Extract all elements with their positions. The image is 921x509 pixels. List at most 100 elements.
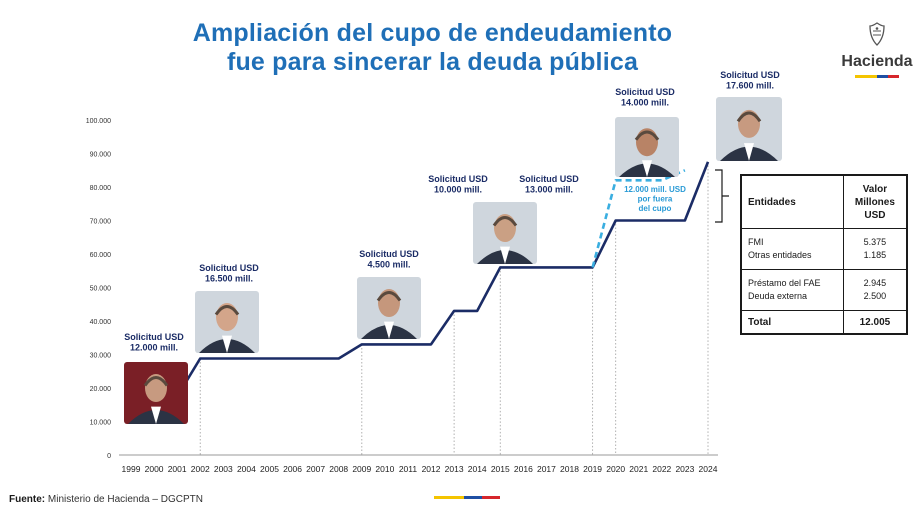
- portrait-hair: [214, 305, 240, 316]
- x-tick-label: 2016: [514, 464, 533, 474]
- page-title: Ampliación del cupo de endeudamiento fue…: [0, 19, 865, 77]
- table-header-value: Valor Millones USD: [842, 174, 908, 229]
- portrait-collar: [384, 321, 394, 339]
- hacienda-logo: Hacienda: [838, 22, 916, 78]
- portrait-hair: [143, 376, 169, 387]
- annotation-label: 16.500 mill.: [205, 274, 253, 284]
- entities-table: Entidades Valor Millones USD FMI Otras e…: [740, 174, 908, 335]
- portrait-collar: [500, 246, 510, 264]
- table-header-value-line: USD: [864, 209, 886, 221]
- title-line-1: Ampliación del cupo de endeudamiento: [192, 19, 673, 47]
- x-tick-label: 2024: [699, 464, 718, 474]
- table-header-value-line: Valor: [862, 183, 888, 195]
- table-label: Deuda externa: [748, 291, 808, 301]
- x-tick-label: 2013: [445, 464, 464, 474]
- x-tick-label: 2001: [168, 464, 187, 474]
- x-tick-label: 2020: [606, 464, 625, 474]
- annotation-label: Solicitud USD: [615, 87, 675, 97]
- y-tick-label: 20.000: [90, 386, 112, 393]
- x-tick-label: 2015: [491, 464, 510, 474]
- table-value: 1.185: [863, 250, 887, 260]
- logo-stripe-yellow: [855, 75, 877, 78]
- table-bracket: [715, 169, 729, 223]
- table-label: FMI: [748, 237, 764, 247]
- x-tick-label: 2022: [652, 464, 671, 474]
- portrait-hair: [376, 291, 402, 302]
- table-cell-labels: FMI Otras entidades: [740, 228, 844, 270]
- table-cell-values: 2.945 2.500: [842, 269, 908, 311]
- table-value: 5.375: [863, 237, 887, 247]
- footer-stripe-yellow: [434, 496, 464, 499]
- logo-stripe: [838, 75, 916, 78]
- x-tick-label: 2006: [283, 464, 302, 474]
- logo-stripe-red: [888, 75, 899, 78]
- dashed-note-text: del cupo: [639, 204, 672, 213]
- annotation-label: 14.000 mill.: [621, 98, 669, 108]
- annotation-label: 10.000 mill.: [434, 185, 482, 195]
- table-header-row: Entidades Valor Millones USD: [740, 174, 908, 229]
- portrait-collar: [642, 160, 652, 177]
- y-tick-label: 90.000: [90, 152, 112, 159]
- x-tick-label: 2019: [583, 464, 602, 474]
- y-tick-label: 0: [107, 453, 111, 460]
- x-tick-label: 2017: [537, 464, 556, 474]
- y-tick-label: 80.000: [90, 185, 112, 192]
- debt-series-line: [130, 161, 710, 423]
- y-tick-label: 60.000: [90, 252, 112, 259]
- x-tick-label: 2002: [191, 464, 210, 474]
- source-note: Fuente: Ministerio de Hacienda – DGCPTN: [9, 494, 203, 505]
- y-tick-label: 70.000: [90, 219, 112, 226]
- table-value: 2.500: [863, 291, 887, 301]
- y-tick-label: 40.000: [90, 319, 112, 326]
- table-total-value: 12.005: [842, 310, 908, 335]
- table-total-row: Total 12.005: [740, 310, 908, 335]
- off-quota-dashed-line: [591, 169, 686, 268]
- x-tick-label: 2008: [329, 464, 348, 474]
- table-row: Préstamo del FAE Deuda externa 2.945 2.5…: [740, 269, 908, 311]
- title-line-2: fue para sincerar la deuda pública: [226, 48, 639, 76]
- annotation-label: 17.600 mill.: [726, 81, 774, 91]
- x-tick-label: 2011: [399, 464, 418, 474]
- x-tick-label: 2009: [352, 464, 371, 474]
- x-tick-label: 2000: [145, 464, 164, 474]
- footer-stripe-red: [482, 496, 500, 499]
- x-tick-label: 2023: [675, 464, 694, 474]
- portrait-hair: [634, 130, 660, 141]
- portrait-hair: [492, 216, 518, 227]
- table-cell-labels: Préstamo del FAE Deuda externa: [740, 269, 844, 311]
- annotation-label: Solicitud USD: [124, 332, 184, 342]
- table-label: Otras entidades: [748, 250, 812, 260]
- x-tick-label: 2010: [375, 464, 394, 474]
- annotation-label: Solicitud USD: [428, 174, 488, 184]
- source-text: Ministerio de Hacienda – DGCPTN: [45, 494, 203, 505]
- table-value: 2.945: [863, 278, 887, 288]
- annotation-label: 12.000 mill.: [130, 343, 178, 353]
- source-label: Fuente:: [9, 494, 46, 505]
- x-tick-label: 2007: [306, 464, 325, 474]
- x-tick-label: 2021: [629, 464, 648, 474]
- table-cell-values: 5.375 1.185: [842, 228, 908, 270]
- x-tick-label: 1999: [122, 464, 141, 474]
- y-tick-label: 10.000: [90, 420, 112, 427]
- annotation-label: Solicitud USD: [199, 263, 259, 273]
- table-row: FMI Otras entidades 5.375 1.185: [740, 228, 908, 270]
- portrait-hair: [736, 111, 762, 123]
- dashed-note-text: por fuera: [638, 195, 673, 204]
- footer-stripe-blue: [464, 496, 482, 499]
- x-tick-label: 2005: [260, 464, 279, 474]
- annotation-label: 4.500 mill.: [367, 260, 410, 270]
- logo-stripe-blue: [877, 75, 888, 78]
- table-header-entities: Entidades: [740, 174, 844, 229]
- annotation-label: 13.000 mill.: [525, 185, 573, 195]
- table-label: Préstamo del FAE: [748, 278, 821, 288]
- dashed-note-text: 12.000 mill. USD: [624, 185, 686, 194]
- y-tick-label: 50.000: [90, 286, 112, 293]
- x-tick-label: 2003: [214, 464, 233, 474]
- table-total-label: Total: [740, 310, 844, 335]
- portrait-collar: [222, 335, 232, 353]
- x-tick-label: 2018: [560, 464, 579, 474]
- annotation-label: Solicitud USD: [519, 174, 579, 184]
- coat-of-arms-icon: [869, 22, 885, 46]
- portrait-collar: [744, 143, 754, 161]
